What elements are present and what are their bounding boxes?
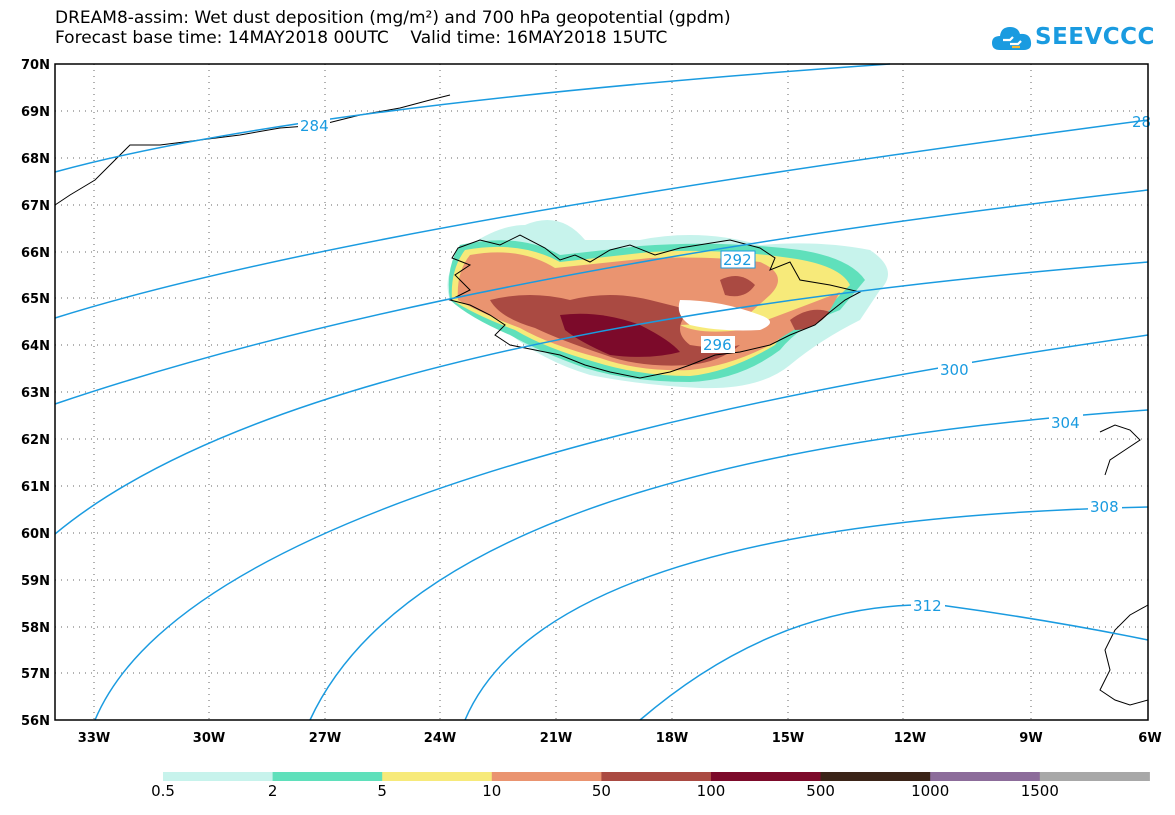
lon-label: 33W xyxy=(78,731,110,746)
geopotential-contours xyxy=(54,63,1149,721)
lat-label: 68N xyxy=(21,152,50,167)
chart-title: DREAM8-assim: Wet dust deposition (mg/m²… xyxy=(55,8,731,28)
lon-label: 21W xyxy=(540,731,572,746)
lat-label: 57N xyxy=(21,667,50,682)
contour-label-296: 296 xyxy=(703,336,732,354)
colorbar-label: 5 xyxy=(377,782,387,800)
latitude-labels: 70N 69N 68N 67N 66N 65N 64N 63N 62N 61N … xyxy=(21,58,50,729)
lon-label: 30W xyxy=(193,731,225,746)
lat-label: 67N xyxy=(21,199,50,214)
lat-label: 66N xyxy=(21,246,50,261)
lat-label: 63N xyxy=(21,386,50,401)
lon-label: 27W xyxy=(309,731,341,746)
colorbar-label: 100 xyxy=(696,782,726,800)
contour-label-308: 308 xyxy=(1090,498,1119,516)
lon-label: 9W xyxy=(1019,731,1042,746)
contour-label-284: 284 xyxy=(300,117,329,135)
lat-label: 62N xyxy=(21,433,50,448)
contour-label-292: 292 xyxy=(723,251,752,269)
lat-label: 70N xyxy=(21,58,50,73)
colorbar-swatch xyxy=(382,772,493,781)
lat-label: 58N xyxy=(21,621,50,636)
colorbar-swatch xyxy=(820,772,931,781)
lat-label: 60N xyxy=(21,527,50,542)
colorbar-label: 2 xyxy=(267,782,278,800)
seevccc-logo: SEEVCCC xyxy=(990,18,1170,58)
greenland-coastline xyxy=(54,94,451,206)
lat-label: 59N xyxy=(21,574,50,589)
colorbar-label: 500 xyxy=(806,782,835,800)
contour-label-304: 304 xyxy=(1051,414,1080,432)
lon-label: 24W xyxy=(424,731,456,746)
contour-label-28: 28 xyxy=(1132,113,1151,131)
colorbar-swatch xyxy=(272,772,383,781)
colorbar-label: 0.5 xyxy=(151,782,175,800)
colorbar-swatch xyxy=(930,772,1041,781)
lon-label: 18W xyxy=(656,731,688,746)
faroe-coastline xyxy=(1099,424,1141,476)
colorbar xyxy=(163,772,1150,781)
lon-label: 15W xyxy=(772,731,804,746)
contour-label-300: 300 xyxy=(940,361,969,379)
cloud-logo-icon xyxy=(992,27,1032,50)
colorbar-swatch xyxy=(491,772,602,781)
dust-deposition-field xyxy=(447,220,888,389)
iceland-coastline xyxy=(448,234,862,379)
chart-subtitle: Forecast base time: 14MAY2018 00UTC Vali… xyxy=(55,28,668,48)
colorbar-label: 50 xyxy=(591,782,611,800)
map-frame xyxy=(54,63,1149,721)
logo-text: SEEVCCC xyxy=(1035,24,1155,50)
scotland-coastline xyxy=(1099,604,1149,706)
lat-label: 65N xyxy=(21,292,50,307)
lat-label: 64N xyxy=(21,339,50,354)
colorbar-label: 10 xyxy=(482,782,502,800)
colorbar-label: 1000 xyxy=(911,782,950,800)
lon-label: 12W xyxy=(894,731,926,746)
colorbar-swatch xyxy=(601,772,712,781)
lat-label: 69N xyxy=(21,105,50,120)
lat-label: 61N xyxy=(21,480,50,495)
contour-label-312: 312 xyxy=(913,597,942,615)
lat-label: 56N xyxy=(21,714,50,729)
colorbar-swatch xyxy=(1039,772,1150,781)
colorbar-label: 1500 xyxy=(1020,782,1059,800)
lon-label: 6W xyxy=(1138,731,1161,746)
colorbar-swatch xyxy=(163,772,274,781)
longitude-labels: 33W 30W 27W 24W 21W 18W 15W 12W 9W 6W xyxy=(78,731,1162,746)
contour-labels: 284 28 292 296 300 304 308 312 xyxy=(298,113,1151,615)
colorbar-swatch xyxy=(711,772,822,781)
grid-lines xyxy=(55,64,1148,720)
